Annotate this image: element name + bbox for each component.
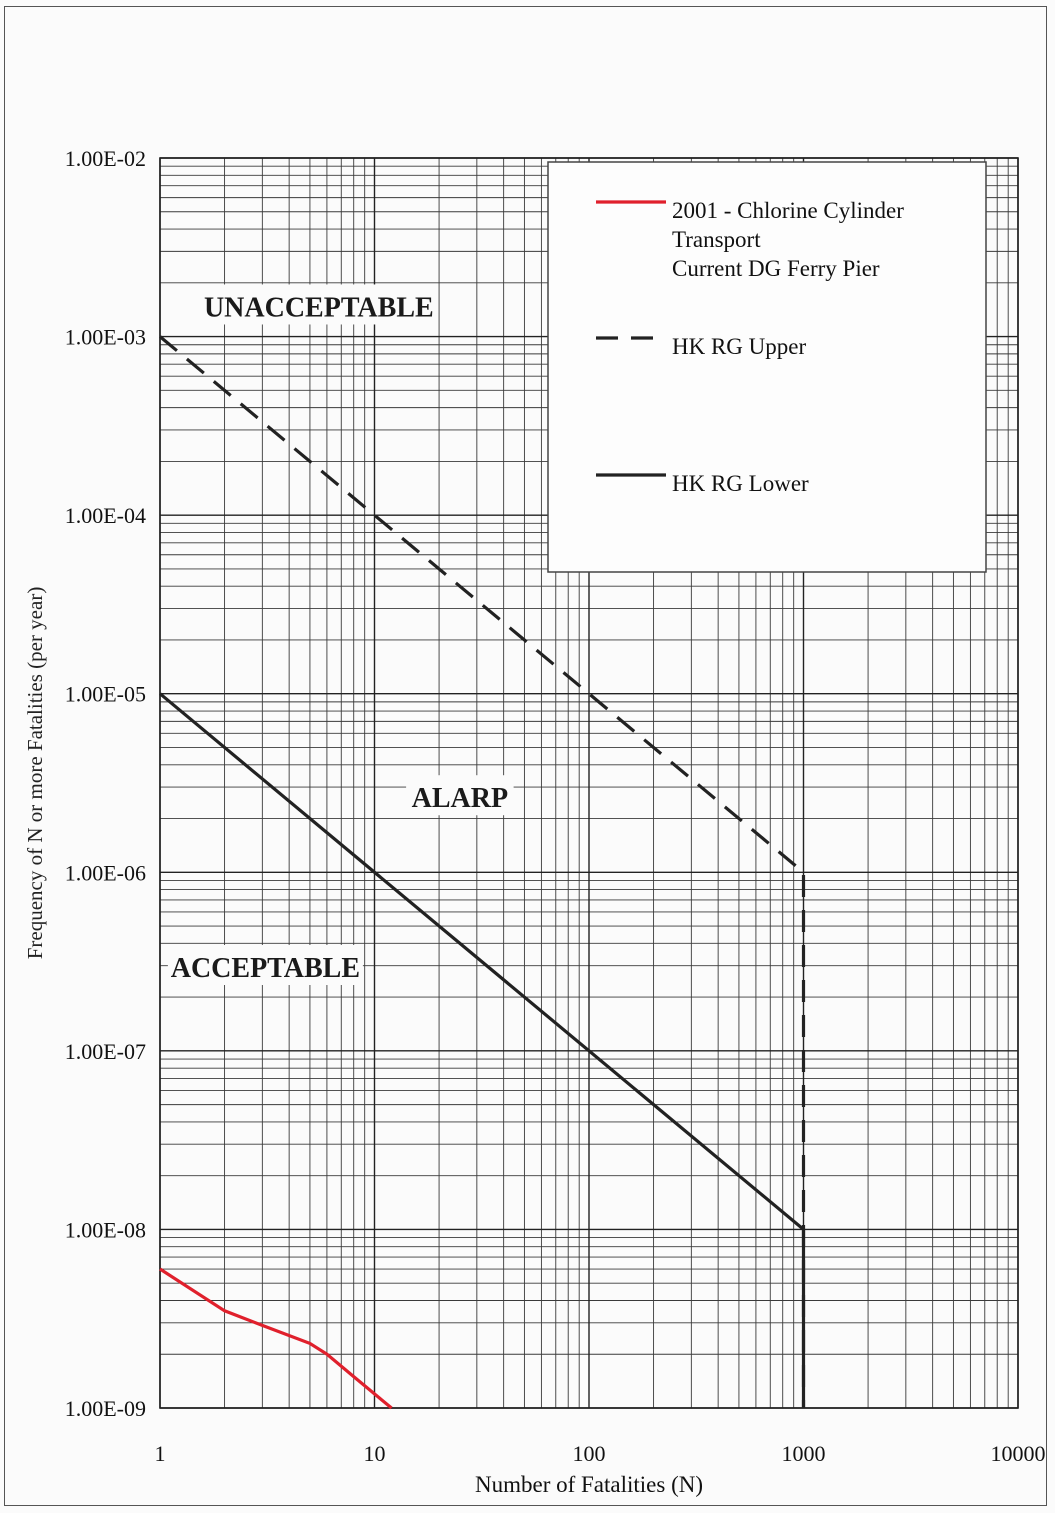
region-label: ACCEPTABLE: [171, 953, 360, 984]
y-tick-label: 1.00E-09: [65, 1396, 146, 1421]
y-tick-label: 1.00E-07: [65, 1039, 146, 1064]
y-tick-label: 1.00E-08: [65, 1217, 146, 1242]
x-tick-label: 10000: [991, 1441, 1046, 1466]
legend-box: [547, 161, 987, 573]
legend-label: Transport: [672, 227, 761, 252]
plot-area-border: [159, 157, 1019, 1409]
y-axis-title: Frequency of N or more Fatalities (per y…: [23, 587, 47, 960]
x-tick-label: 1000: [782, 1441, 826, 1466]
x-tick-label: 10: [364, 1441, 386, 1466]
region-label-background: [167, 945, 363, 986]
series-line-1: [159, 1267, 393, 1410]
page-frame: [4, 6, 1047, 1506]
legend-label: HK RG Upper: [672, 334, 806, 359]
y-tick-label: 1.00E-05: [65, 682, 146, 707]
series-line-3: [158, 692, 806, 1408]
region-label: ALARP: [412, 783, 508, 814]
region-label-background: [203, 284, 434, 325]
x-tick-label: 100: [573, 1441, 606, 1466]
region-label: UNACCEPTABLE: [204, 292, 434, 323]
region-label-background: [406, 775, 514, 816]
y-tick-label: 1.00E-04: [65, 503, 146, 528]
x-axis-title: Number of Fatalities (N): [475, 1472, 703, 1497]
y-tick-label: 1.00E-03: [65, 325, 146, 350]
x-tick-label: 1: [155, 1441, 166, 1466]
legend-label: HK RG Lower: [672, 471, 809, 496]
y-tick-label: 1.00E-06: [65, 860, 146, 885]
legend-label: 2001 - Chlorine Cylinder: [672, 198, 904, 223]
legend-label: Current DG Ferry Pier: [672, 256, 880, 281]
y-tick-label: 1.00E-02: [65, 146, 146, 171]
